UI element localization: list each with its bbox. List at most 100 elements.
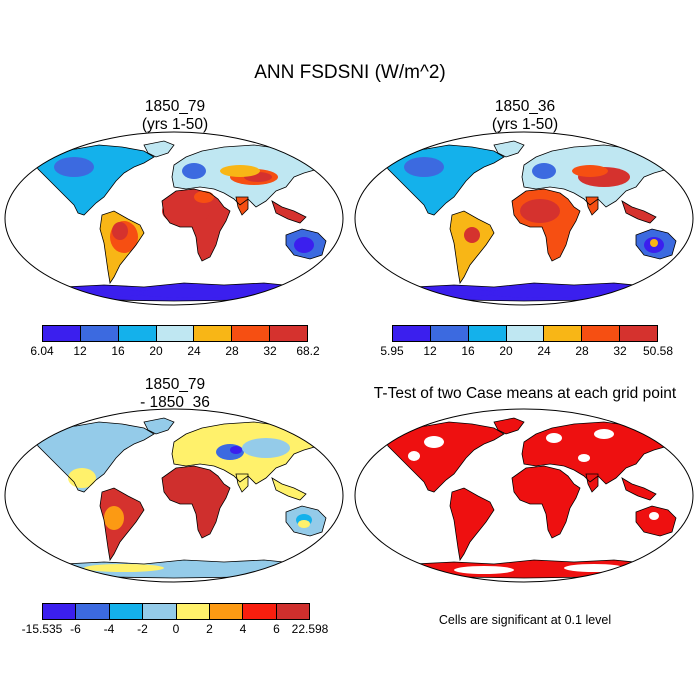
significance-note: Cells are significant at 0.1 level (438, 613, 612, 627)
colorbar-cell (76, 604, 110, 619)
coastline (143, 417, 175, 435)
colorbar-tick-label: 22.598 (291, 622, 329, 636)
coastline (511, 188, 581, 262)
panel-2-title-line2: (yrs 1-50) (491, 116, 559, 133)
coastline (285, 228, 327, 260)
colorbar-cell (468, 326, 507, 341)
field-region (298, 520, 310, 528)
colorbar-cell (156, 326, 195, 341)
field-region (464, 227, 480, 243)
colorbar-tick-label: 4 (239, 622, 247, 636)
field-region (594, 429, 614, 439)
coastline (171, 421, 323, 485)
panel-1-colorbar-labels: 6.04 12 16 20 24 28 32 68.2 (30, 344, 319, 360)
main-title: ANN FSDSNI (W/m^2) (254, 62, 446, 83)
colorbar-tick-label: 28 (575, 344, 589, 358)
field-region (134, 288, 274, 298)
panel-2-colorbar (392, 325, 658, 342)
coastline (383, 421, 505, 493)
panel-3-title-line2: - 1850_36 (140, 394, 210, 411)
field-region (408, 451, 420, 461)
colorbar-tick-label: -4 (103, 622, 115, 636)
coastline (585, 473, 599, 493)
coastline (161, 188, 231, 262)
field-region (454, 566, 514, 574)
panel-1-map (4, 131, 344, 306)
continent-africa (162, 466, 230, 538)
coastline (635, 228, 677, 260)
colorbar-tick-label: -2 (137, 622, 148, 636)
continent-africa (512, 466, 580, 538)
colorbar-tick-label: 2 (206, 622, 213, 636)
coastline (449, 210, 495, 285)
colorbar-cell (393, 326, 431, 341)
continent-greenland (144, 141, 174, 157)
panel-3-map (4, 408, 344, 583)
panel-3-title: 1850_79 - 1850_36 (0, 376, 350, 412)
coastline (235, 196, 249, 216)
panel-1-title-line1: 1850_79 (144, 98, 206, 115)
colorbar-tick-label: 68.2 (296, 344, 320, 358)
field-region (520, 199, 560, 223)
colorbar-tick-label: 24 (537, 344, 551, 358)
coastline (635, 505, 677, 537)
panel-1-title-line2: (yrs 1-50) (141, 116, 209, 133)
panel-2-colorbar-labels: 5.95 12 16 20 24 28 32 50.58 (380, 344, 673, 360)
colorbar-cell (430, 326, 469, 341)
colorbar-cell (143, 604, 177, 619)
coastline (33, 144, 155, 216)
continent-namerica (384, 422, 504, 492)
coastline (383, 144, 505, 216)
field-region (546, 433, 562, 443)
field-region (242, 438, 290, 458)
field-region (84, 564, 164, 572)
colorbar-tick-label: 32 (613, 344, 627, 358)
continent-samerica (450, 211, 494, 283)
colorbar-cell (109, 604, 144, 619)
field-region (650, 239, 658, 247)
field-region (532, 163, 556, 179)
panel-3-title-line1: 1850_79 (144, 376, 206, 393)
field-region (414, 289, 494, 297)
continent-australia (636, 506, 676, 536)
coastline (99, 210, 145, 285)
colorbar-cell (209, 604, 244, 619)
colorbar-cell (620, 326, 658, 341)
coastline (521, 421, 673, 485)
colorbar-cell (176, 604, 210, 619)
coastline (585, 196, 599, 216)
field-region (112, 222, 128, 240)
colorbar-tick-label: 24 (187, 344, 201, 358)
colorbar-tick-label: 0 (172, 622, 180, 636)
field-region (230, 446, 242, 454)
map-border (4, 408, 344, 583)
coastline (493, 140, 525, 158)
continent-samerica (450, 488, 494, 560)
colorbar-tick-label: -6 (70, 622, 81, 636)
panel-4-map (354, 408, 694, 583)
colorbar-cell (232, 326, 271, 341)
panel-2-map (354, 131, 694, 306)
continent-greenland (144, 418, 174, 434)
field-region (194, 191, 214, 203)
coastline (235, 473, 249, 493)
field-region (220, 165, 260, 177)
coastline (449, 487, 495, 562)
coastline (33, 282, 331, 302)
colorbar-tick-label: -15.535 (21, 622, 63, 636)
colorbar-tick-label: 16 (111, 344, 125, 358)
colorbar-cell (270, 326, 308, 341)
colorbar-tick-label: 12 (73, 344, 87, 358)
field-region (294, 237, 314, 253)
field-region (424, 436, 444, 448)
colorbar-cell (582, 326, 621, 341)
continent-greenland (494, 418, 524, 434)
field-region (162, 197, 210, 225)
map-border (354, 408, 694, 583)
field-region (649, 512, 659, 520)
colorbar-cell (80, 326, 119, 341)
coastline (285, 505, 327, 537)
field-region (104, 506, 124, 530)
field-region (68, 468, 96, 488)
panel-2-title-line1: 1850_36 (494, 98, 556, 115)
